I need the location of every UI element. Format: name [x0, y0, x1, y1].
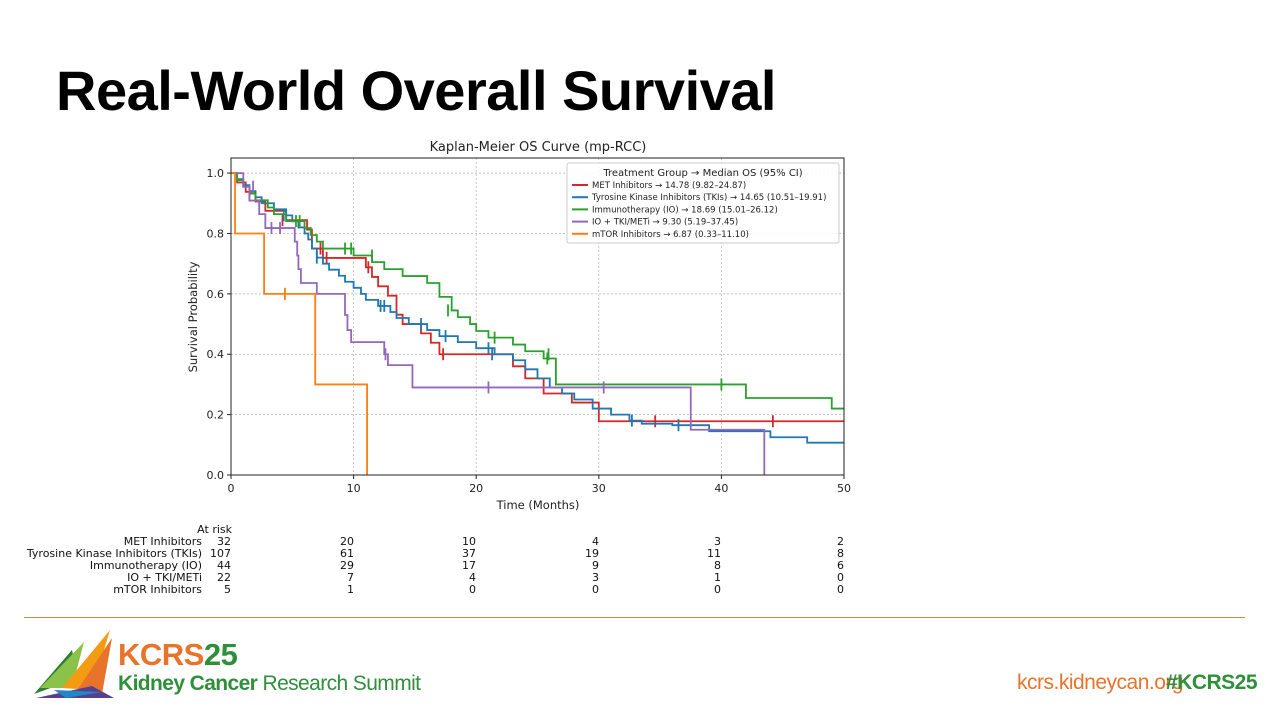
legend-title: Treatment Group → Median OS (95% CI) — [602, 168, 802, 179]
x-tick-label: 20 — [469, 482, 483, 495]
at-risk-count: 0 — [714, 583, 721, 596]
at-risk-count: 0 — [592, 583, 599, 596]
km-curve-3 — [231, 172, 844, 410]
at-risk-count: 8 — [837, 547, 844, 560]
at-risk-count: 0 — [837, 583, 844, 596]
footer-url[interactable]: kcrs.kidneycan.org — [1017, 671, 1184, 694]
legend-entry: Immunotherapy (IO) → 18.69 (15.01–26.12) — [592, 205, 778, 215]
x-tick-label: 10 — [347, 482, 361, 495]
y-axis-label: Survival Probability — [186, 261, 200, 372]
at-risk-count: 29 — [340, 559, 354, 572]
y-tick-label: 0.8 — [207, 227, 225, 240]
at-risk-count: 107 — [210, 547, 231, 560]
footer-hashtag: #KCRS25 — [1166, 671, 1258, 694]
brand-year: 25 — [203, 637, 238, 672]
curve-layer — [231, 172, 844, 475]
legend-entry: Tyrosine Kinase Inhibitors (TKIs) → 14.6… — [591, 193, 826, 203]
legend-entry: IO + TKI/METi → 9.30 (5.19–37.45) — [592, 218, 738, 228]
at-risk-count: 4 — [469, 571, 476, 584]
x-tick-label: 0 — [228, 482, 235, 495]
at-risk-count: 1 — [347, 583, 354, 596]
km-curve-1 — [231, 172, 844, 423]
tick-layer: 0 10 20 30 40 50 0.0 0.2 0.4 0.6 0.8 1.0 — [207, 167, 852, 495]
legend-entry: MET Inhibitors → 14.78 (9.82–24.87) — [592, 181, 746, 191]
at-risk-row-label: IO + TKI/METi — [127, 571, 202, 584]
at-risk-count: 7 — [347, 571, 354, 584]
footer-divider — [24, 617, 1245, 618]
at-risk-count: 17 — [462, 559, 476, 572]
at-risk-count: 3 — [714, 535, 721, 548]
y-tick-label: 0.4 — [207, 348, 225, 361]
y-tick-label: 0.6 — [207, 288, 225, 301]
at-risk-header: At risk — [197, 523, 232, 536]
brand-kcrs: KCRS — [118, 637, 204, 672]
brand-sub-rest: Research Summit — [257, 672, 421, 695]
at-risk-row-label: mTOR Inhibitors — [113, 583, 202, 596]
at-risk-count: 10 — [462, 535, 476, 548]
at-risk-count: 6 — [837, 559, 844, 572]
at-risk-count: 9 — [592, 559, 599, 572]
kcrs-logo-icon — [34, 630, 114, 698]
x-axis-label: Time (Months) — [496, 498, 580, 512]
legend-entry: mTOR Inhibitors → 6.87 (0.33–11.10) — [592, 230, 749, 240]
km-curve-5 — [231, 172, 368, 475]
at-risk-count: 0 — [837, 571, 844, 584]
km-curve-4 — [231, 172, 766, 475]
at-risk-count: 8 — [714, 559, 721, 572]
at-risk-row-label: Tyrosine Kinase Inhibitors (TKIs) — [26, 547, 202, 560]
plot-frame — [230, 157, 845, 476]
slide-title: Real-World Overall Survival — [56, 59, 776, 122]
at-risk-count: 3 — [592, 571, 599, 584]
legend: Treatment Group → Median OS (95% CI) MET… — [566, 162, 840, 244]
at-risk-row-label: MET Inhibitors — [123, 535, 202, 548]
y-tick-label: 1.0 — [207, 167, 225, 180]
x-tick-label: 30 — [592, 482, 606, 495]
at-risk-count: 61 — [340, 547, 354, 560]
chart-title: Kaplan-Meier OS Curve (mp-RCC) — [430, 140, 647, 155]
legend-box — [566, 162, 840, 244]
y-tick-label: 0.0 — [207, 469, 225, 482]
at-risk-count: 4 — [592, 535, 599, 548]
at-risk-count: 0 — [469, 583, 476, 596]
at-risk-count: 5 — [224, 583, 231, 596]
x-tick-label: 40 — [714, 482, 728, 495]
at-risk-count: 44 — [217, 559, 231, 572]
at-risk-row-label: Immunotherapy (IO) — [89, 559, 202, 572]
brand-sub-bold: Kidney Cancer — [118, 672, 258, 695]
brand-wordmark: KCRS25 — [118, 637, 238, 673]
brand-subtitle: Kidney Cancer Research Summit — [118, 672, 421, 696]
at-risk-count: 11 — [707, 547, 721, 560]
at-risk-count: 20 — [340, 535, 354, 548]
at-risk-count: 32 — [217, 535, 231, 548]
at-risk-count: 1 — [714, 571, 721, 584]
at-risk-count: 2 — [837, 535, 844, 548]
y-tick-label: 0.2 — [207, 409, 225, 422]
km-curve-2 — [231, 172, 844, 444]
at-risk-count: 37 — [462, 547, 476, 560]
at-risk-count: 19 — [585, 547, 599, 560]
x-tick-label: 50 — [837, 482, 851, 495]
at-risk-count: 22 — [217, 571, 231, 584]
